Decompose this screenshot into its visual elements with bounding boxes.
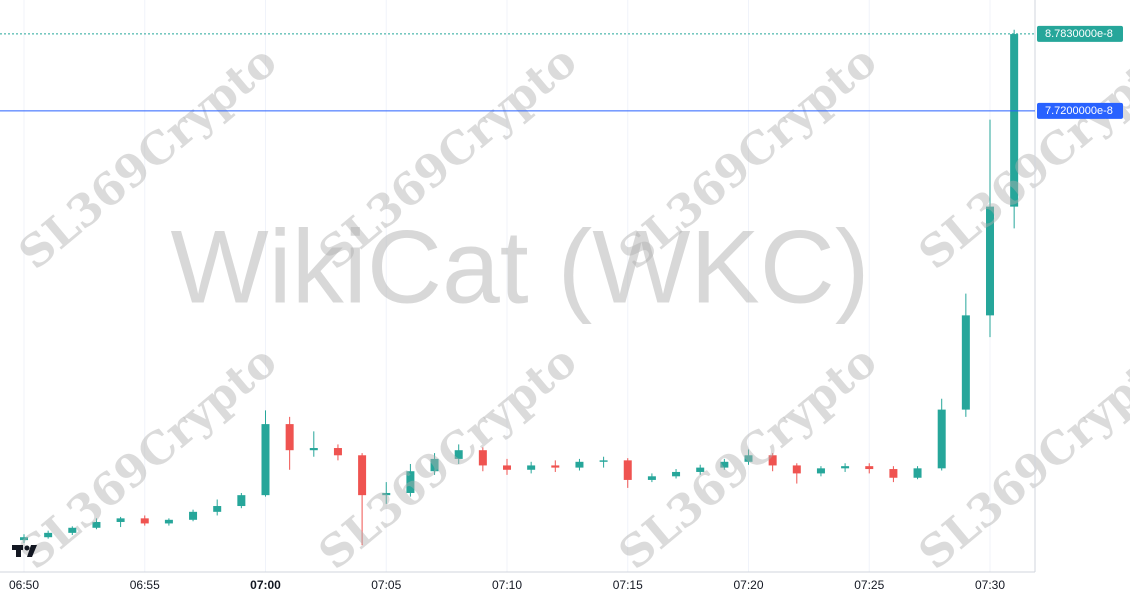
candle-body xyxy=(406,471,415,493)
candle-body xyxy=(961,315,970,410)
candle-body xyxy=(44,532,53,538)
candle-body xyxy=(937,409,946,469)
candle-body xyxy=(478,450,487,466)
candle-body xyxy=(116,518,125,522)
candle-body xyxy=(503,465,511,470)
candle-body xyxy=(358,455,367,496)
candle-body xyxy=(672,471,681,477)
candle-body xyxy=(841,466,850,469)
candle-body xyxy=(816,468,825,474)
price-label-box xyxy=(1037,25,1123,42)
x-tick-label: 06:55 xyxy=(130,578,160,592)
candle-body xyxy=(865,466,874,470)
candle-body xyxy=(792,465,801,474)
x-tick-label: 07:30 xyxy=(975,578,1005,592)
candle-body xyxy=(164,519,173,524)
candle-body xyxy=(696,467,705,472)
candle-body xyxy=(551,465,560,468)
x-tick-label: 07:05 xyxy=(371,578,401,592)
candle-body xyxy=(189,511,198,520)
x-tick-label: 07:20 xyxy=(733,578,763,592)
candle-body xyxy=(213,506,222,512)
candle-body xyxy=(768,455,777,466)
candle-body xyxy=(647,476,656,480)
price-label: 8.7830000e-8 xyxy=(1045,28,1113,40)
candles xyxy=(20,29,1019,546)
candle-body xyxy=(430,458,439,472)
candle-body xyxy=(599,460,608,462)
candle-body xyxy=(333,448,342,456)
candle-body xyxy=(92,521,101,528)
grid xyxy=(23,0,991,572)
price-label-box xyxy=(1037,102,1123,119)
axes: 06:50 06:55 07:00 07:05 07:10 07:15 07:20 07:25… xyxy=(0,25,1123,592)
candle-body xyxy=(913,468,922,478)
candle-body xyxy=(382,492,391,496)
candle-body xyxy=(744,455,753,462)
candle-body xyxy=(237,495,246,507)
candle-body xyxy=(575,461,584,468)
candle-body xyxy=(623,460,632,480)
candle-body xyxy=(986,206,994,316)
x-tick-label: 07:15 xyxy=(613,578,643,592)
x-tick-label: 06:50 xyxy=(9,578,39,592)
candle-body xyxy=(140,518,149,524)
price-label: 7.7200000e-8 xyxy=(1045,105,1113,117)
candle-body xyxy=(285,424,294,451)
candle-body xyxy=(68,527,77,533)
candle-body xyxy=(527,465,536,470)
candle-body xyxy=(309,448,318,451)
tradingview-logo xyxy=(12,545,37,557)
candle-body xyxy=(261,424,270,496)
candle-body xyxy=(20,537,28,541)
x-tick-label: 07:10 xyxy=(492,578,522,592)
candle-body xyxy=(720,461,729,468)
candle-body xyxy=(889,469,898,478)
candle-body xyxy=(1010,34,1019,207)
x-tick-label: 07:00 xyxy=(250,578,281,592)
symbol-watermark: WikiCat (WKC) xyxy=(170,209,869,325)
x-tick-label: 07:25 xyxy=(854,578,884,592)
candle-body xyxy=(454,450,463,459)
